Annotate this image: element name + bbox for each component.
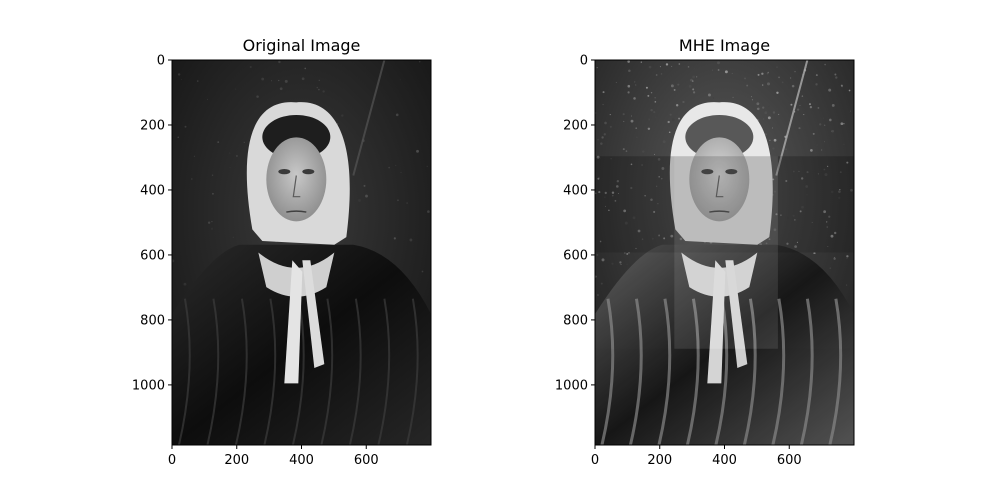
x-tick-label: 400 [289,453,314,468]
y-tick-label: 400 [140,183,165,198]
y-tick-label: 800 [563,313,588,328]
y-tick-label: 0 [157,54,165,69]
y-tick-label: 600 [563,248,588,263]
x-tick-label: 200 [224,453,249,468]
y-tick-label: 1000 [132,378,165,393]
y-tick-label: 600 [140,248,165,263]
portrait-image [595,60,854,445]
y-tick-label: 200 [563,118,588,133]
y-tick-label: 200 [140,118,165,133]
x-tick-label: 200 [647,453,672,468]
x-tick-label: 600 [777,453,802,468]
x-tick-label: 600 [354,453,379,468]
x-tick-label: 400 [712,453,737,468]
portrait-image [172,60,431,445]
x-tick-label: 0 [591,453,599,468]
panel-title: Original Image [243,36,361,55]
panel-title: MHE Image [679,36,770,55]
y-tick-label: 1000 [555,378,588,393]
panel-original: Original Image 0 200 400 600 0 200 400 600 800 100… [132,36,432,468]
panel-mhe: MHE Image 0 200 400 600 0 200 400 600 800 1000 [555,36,855,468]
x-tick-label: 0 [168,453,176,468]
y-tick-label: 800 [140,313,165,328]
y-tick-label: 0 [580,54,588,69]
y-tick-label: 400 [563,183,588,198]
